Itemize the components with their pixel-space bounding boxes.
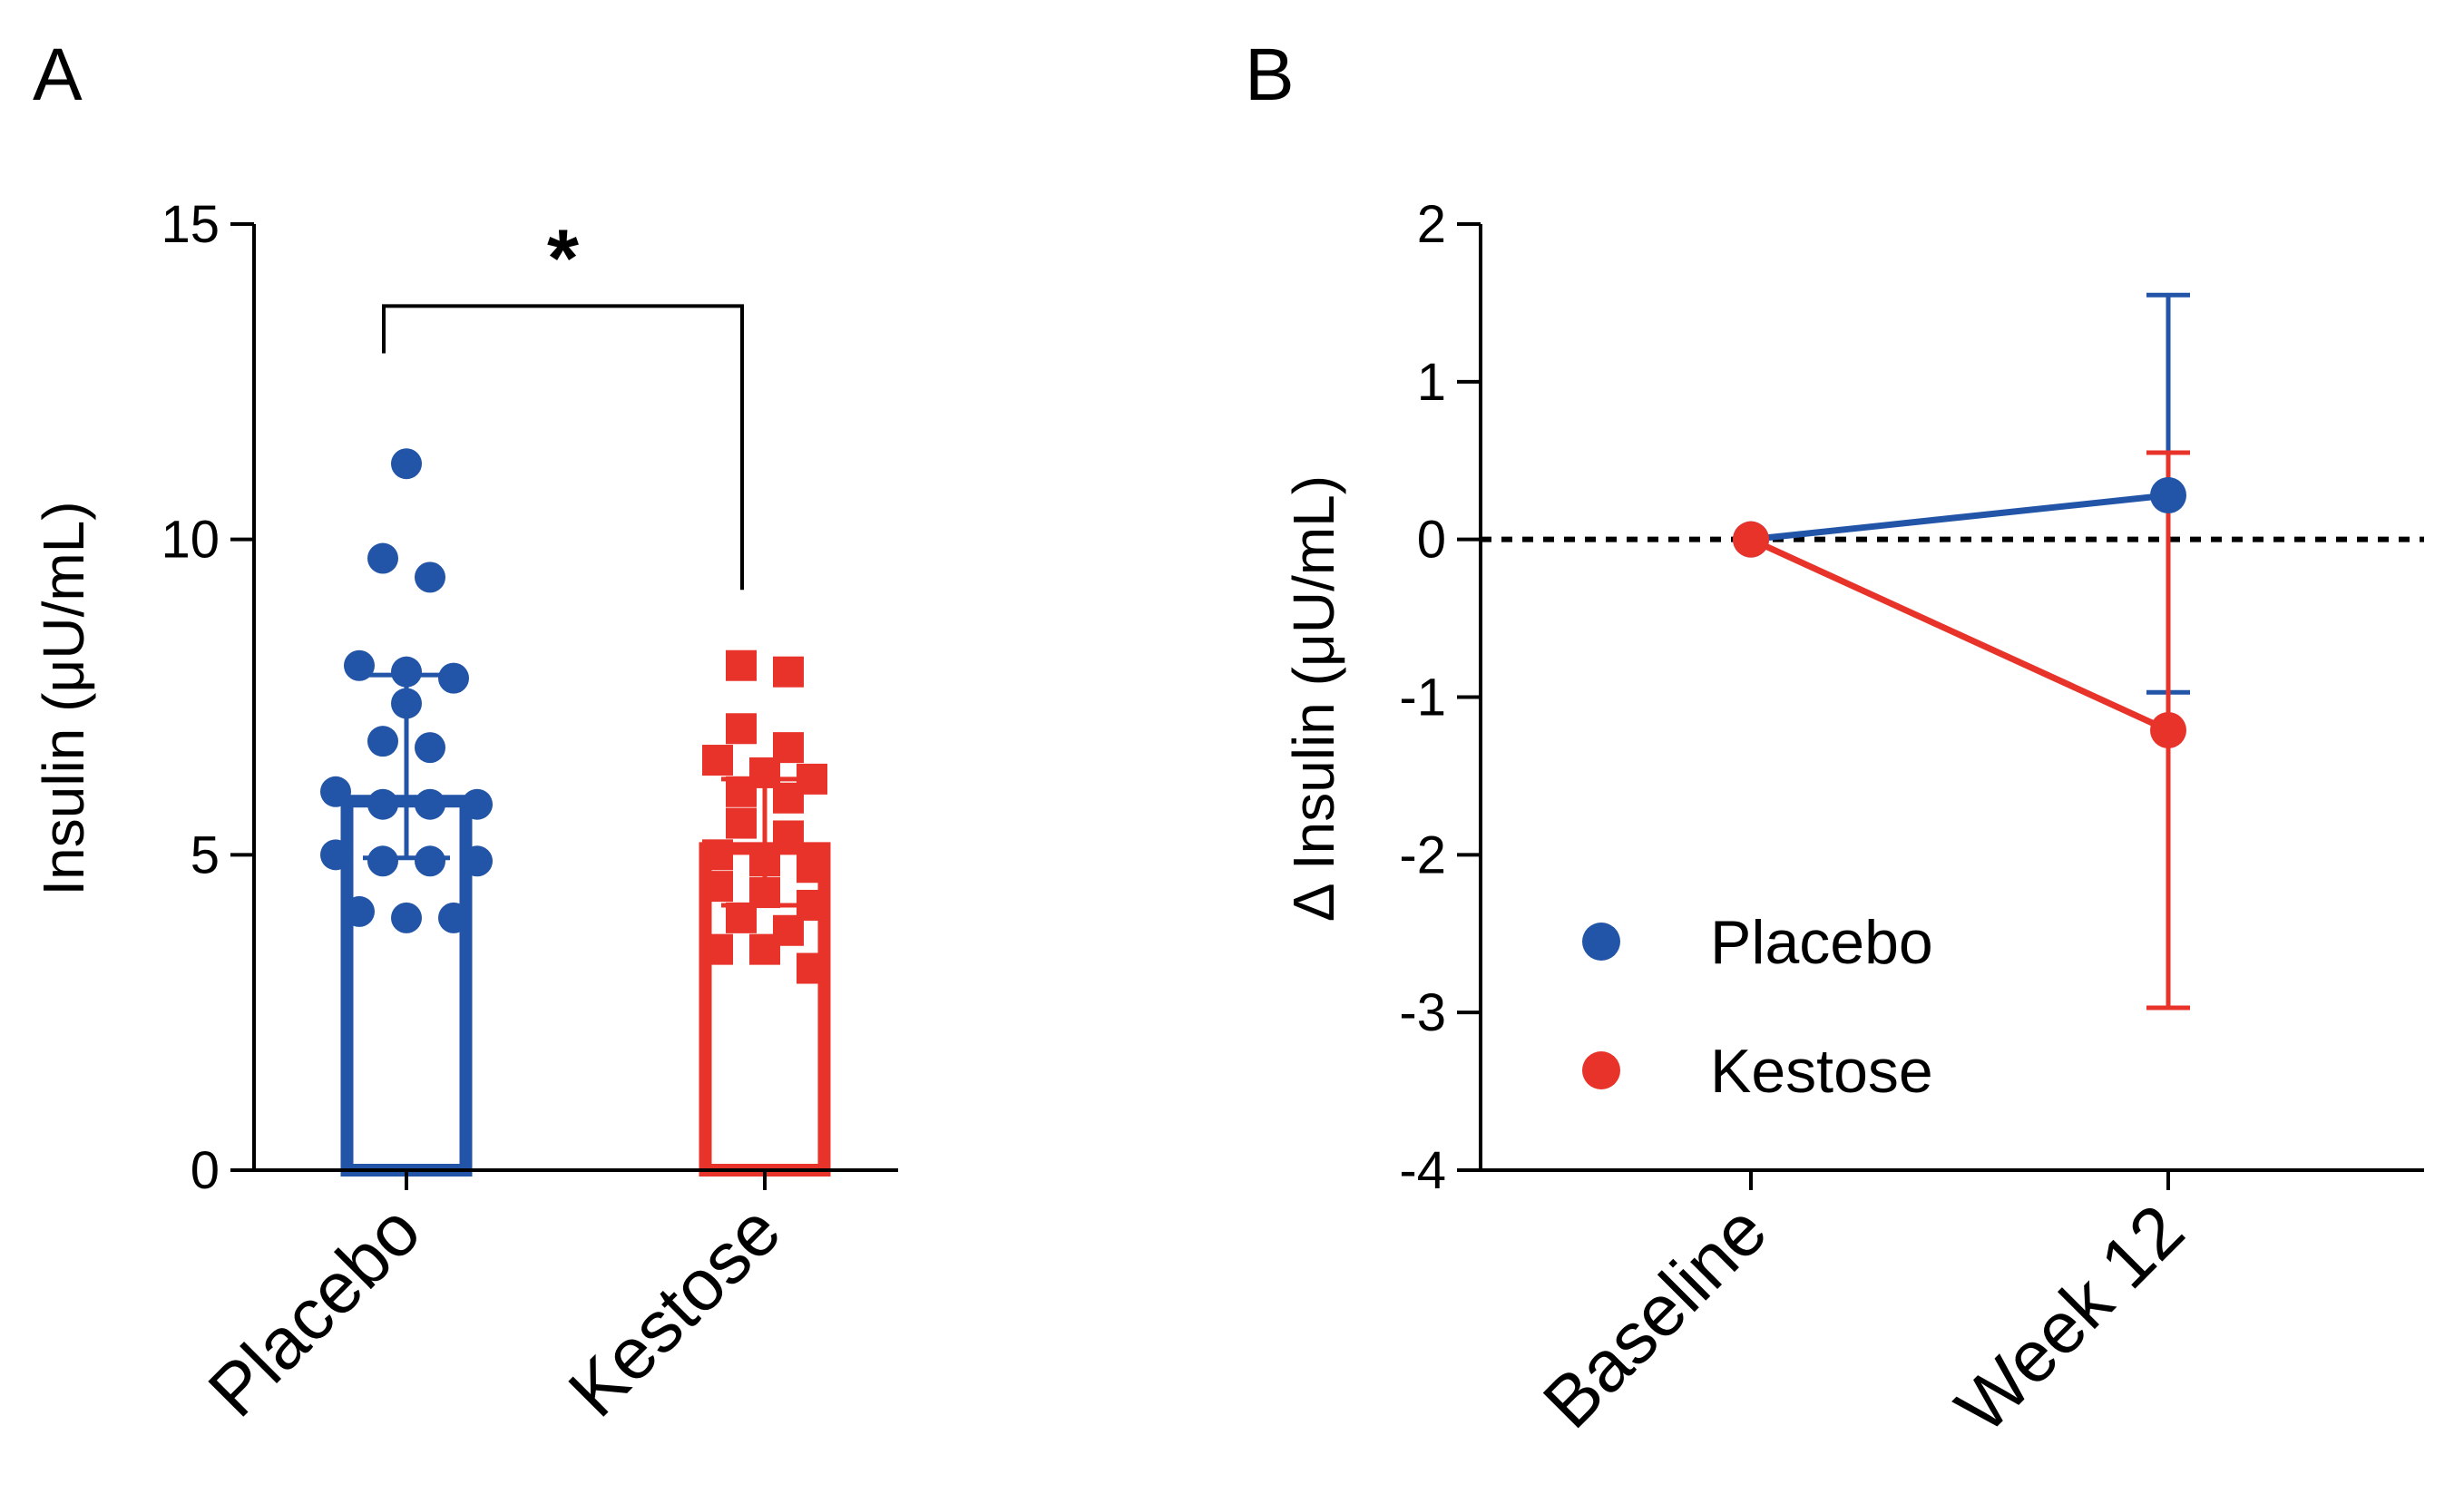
data-point-kestose <box>797 952 827 984</box>
data-point-kestose <box>749 933 780 965</box>
chart-a-y-tick-label: 5 <box>191 825 220 884</box>
chart-b-y-tick-label: -1 <box>1399 669 1446 727</box>
data-point-placebo <box>462 845 493 877</box>
data-point-kestose <box>1733 521 1769 558</box>
chart-b-y-tick-label: -3 <box>1399 983 1446 1042</box>
legend-marker-placebo <box>1582 923 1620 961</box>
data-point-placebo <box>391 902 422 933</box>
data-point-placebo <box>415 845 445 877</box>
data-point-placebo <box>438 902 469 933</box>
chart-a-axes: 0 5 10 15 <box>161 195 898 1200</box>
chart-a-points <box>320 448 827 984</box>
chart-b-y-tick-label: 0 <box>1417 511 1446 570</box>
panel-a-letter: A <box>33 34 83 116</box>
data-point-placebo <box>367 788 398 820</box>
chart-b-x-label-week12: Week 12 <box>1941 1189 2199 1448</box>
data-point-placebo <box>320 776 351 807</box>
data-point-kestose <box>726 713 757 745</box>
data-point-kestose <box>797 852 827 884</box>
chart-a-category-label-kestose: Kestose <box>553 1189 796 1431</box>
chart-a-y-tick-label: 15 <box>161 195 220 254</box>
data-point-placebo <box>2150 476 2186 513</box>
data-point-kestose <box>702 871 733 903</box>
chart-b-legend: Placebo Kestose <box>1582 908 1933 1106</box>
significance-label: * <box>547 213 579 304</box>
chart-b: 2 1 0 -1 -2 -3 -4 Δ Insulin (μU/mL) Baseline W… <box>1281 195 2424 1448</box>
panel-b-letter: B <box>1245 34 1295 116</box>
legend-marker-kestose <box>1582 1051 1620 1089</box>
data-point-kestose <box>773 656 804 688</box>
data-point-kestose <box>702 839 733 871</box>
chart-a-y-tick-label: 0 <box>191 1141 220 1200</box>
data-point-placebo <box>344 895 375 927</box>
chart-b-y-axis-title: Δ Insulin (μU/mL) <box>1281 475 1346 922</box>
chart-a-y-axis-title: Insulin (μU/mL) <box>31 501 96 895</box>
data-point-placebo <box>415 788 445 820</box>
chart-b-error-bars <box>2146 292 2190 1011</box>
data-point-placebo <box>415 732 445 764</box>
chart-b-x-label-baseline: Baseline <box>1528 1189 1782 1443</box>
data-point-kestose <box>2150 712 2186 749</box>
line-placebo <box>1750 492 2169 543</box>
data-point-placebo <box>391 656 422 688</box>
data-point-placebo <box>367 726 398 757</box>
data-point-placebo <box>367 845 398 877</box>
chart-a-error-bars <box>363 672 808 908</box>
chart-b-y-tick-label: 1 <box>1417 353 1446 412</box>
data-point-kestose <box>702 933 733 965</box>
data-point-placebo <box>438 662 469 694</box>
line-kestose <box>1749 536 2170 734</box>
data-point-kestose <box>726 649 757 681</box>
legend-label-placebo: Placebo <box>1710 908 1933 977</box>
data-point-placebo <box>415 561 445 593</box>
chart-b-y-tick-label: -4 <box>1399 1141 1446 1200</box>
legend-label-kestose: Kestose <box>1710 1037 1933 1106</box>
data-point-kestose <box>726 807 757 839</box>
data-point-kestose <box>773 782 804 814</box>
data-point-kestose <box>726 776 757 807</box>
data-point-kestose <box>726 902 757 933</box>
chart-b-y-tick-label: 2 <box>1417 195 1446 254</box>
chart-b-axes: 2 1 0 -1 -2 -3 -4 <box>1399 195 2424 1200</box>
chart-b-points <box>1733 476 2186 749</box>
data-point-placebo <box>391 448 422 480</box>
significance-bracket <box>382 304 744 591</box>
chart-a-y-tick-label: 10 <box>161 511 220 570</box>
data-point-kestose <box>702 745 733 776</box>
data-point-placebo <box>462 788 493 820</box>
chart-a: 0 5 10 15 * Insulin (μU/mL) Placebo Kestose <box>31 195 898 1431</box>
chart-b-y-tick-label: -2 <box>1399 825 1446 884</box>
chart-a-significance: * <box>382 213 744 591</box>
data-point-placebo <box>320 839 351 871</box>
data-point-placebo <box>367 542 398 574</box>
chart-a-category-label-placebo: Placebo <box>193 1189 435 1431</box>
chart-b-lines <box>1749 492 2170 734</box>
